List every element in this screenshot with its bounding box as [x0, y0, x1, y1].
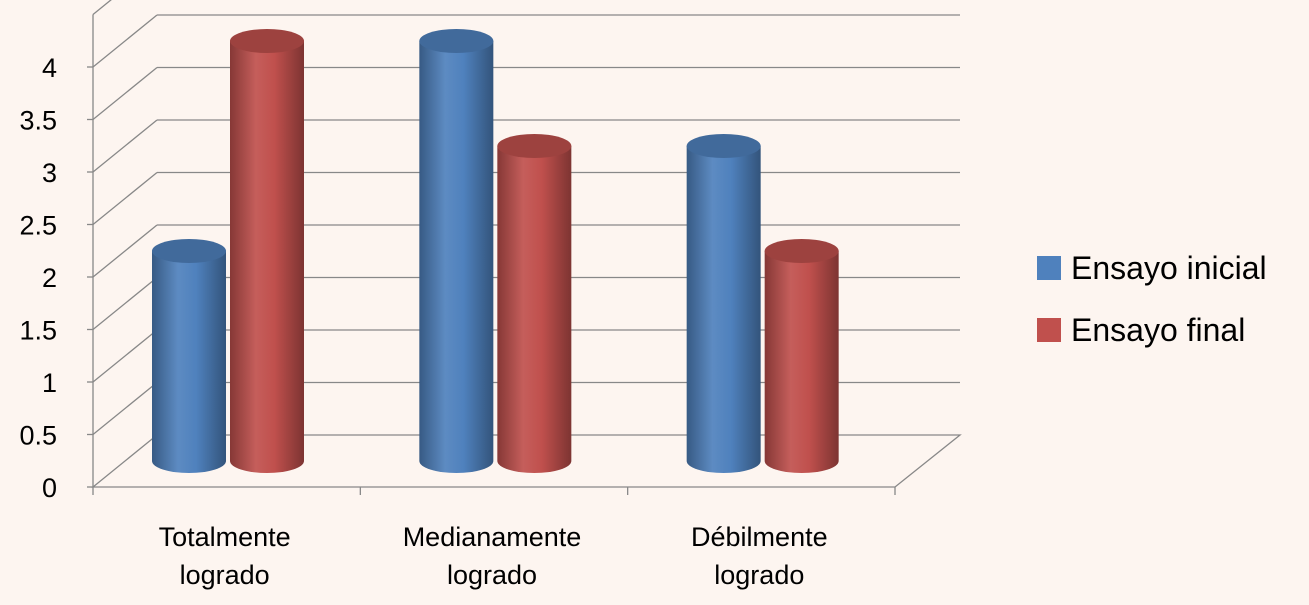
bar-top: [497, 134, 572, 158]
bars: [152, 29, 839, 473]
gridline-diagonal: [92, 276, 158, 331]
legend-swatch: [1037, 256, 1061, 280]
bar: [419, 29, 494, 473]
legend-item: Ensayo final: [1037, 312, 1245, 348]
gridline-diagonal: [92, 119, 158, 173]
labels: 0 0.5 1 1.5 2 2.5 3 3.5 4 Totalmente logrado Median…: [19, 53, 827, 590]
y-tick-label: 3.5: [19, 106, 57, 136]
axes: [87, 14, 896, 495]
bar-top: [230, 29, 304, 53]
gridline-diagonal: [92, 14, 158, 68]
gridline-diagonal: [92, 224, 158, 278]
bar-body: [419, 41, 494, 473]
bar: [686, 134, 761, 473]
x-tick-label: Totalmente logrado: [159, 522, 291, 590]
bar-body: [764, 251, 839, 473]
legend-label: Ensayo inicial: [1071, 250, 1267, 286]
y-tick-label: 4: [42, 53, 57, 83]
legend-swatch: [1037, 318, 1061, 342]
y-tick-label: 2: [42, 263, 57, 293]
bar: [497, 134, 572, 473]
bar: [764, 239, 839, 473]
y-tick-label: 0.5: [19, 421, 57, 451]
bar-body: [686, 146, 761, 473]
y-tick-label: 0: [42, 473, 57, 503]
gridline-diagonal: [92, 171, 158, 226]
gridline-diagonal: [92, 66, 158, 121]
bar-top: [152, 239, 226, 263]
legend: Ensayo inicial Ensayo final: [1037, 250, 1267, 348]
y-tick-label: 2.5: [19, 211, 57, 241]
y-tick-label: 1: [42, 368, 57, 398]
bar-top: [686, 134, 761, 158]
bar-body: [152, 251, 226, 473]
bar: [152, 239, 226, 473]
y-tick-label: 3: [42, 158, 57, 188]
gridline-diagonal: [92, 329, 158, 383]
bar-body: [230, 41, 304, 473]
bar: [230, 29, 304, 473]
gridline-diagonal: [92, 381, 158, 436]
wall-top-edge: [92, 0, 112, 16]
x-tick-label: Medianamente logrado: [403, 522, 582, 590]
legend-label: Ensayo final: [1071, 312, 1245, 348]
x-tick-label: Débilmente logrado: [691, 522, 828, 590]
legend-item: Ensayo inicial: [1037, 250, 1267, 286]
bar-body: [497, 146, 572, 473]
bar-top: [764, 239, 839, 263]
bar-top: [419, 29, 494, 53]
y-tick-label: 1.5: [19, 316, 57, 346]
